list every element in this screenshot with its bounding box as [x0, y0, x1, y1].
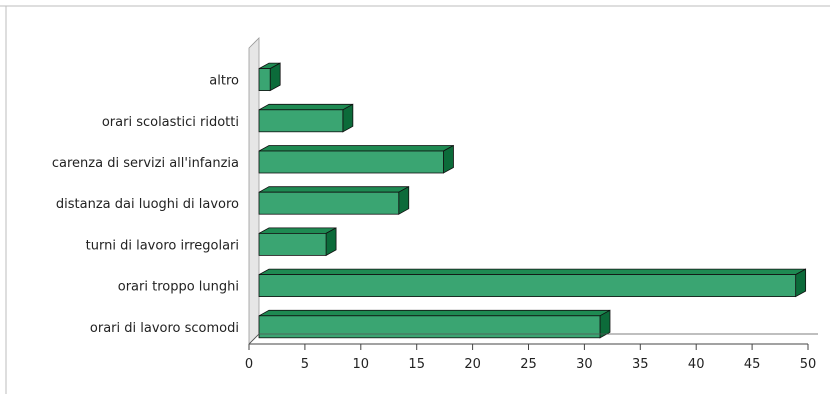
bar — [258, 227, 337, 257]
axis-corner-line — [248, 333, 260, 345]
category-label: altro — [209, 74, 239, 89]
bar-top-face — [258, 186, 409, 193]
category-label: orari troppo lunghi — [118, 280, 239, 295]
category-label: turni di lavoro irregolari — [86, 238, 239, 253]
bar-front-face — [258, 68, 271, 91]
bar-front-face — [258, 315, 601, 339]
bar-front-face — [258, 191, 400, 215]
x-tick-label: 40 — [688, 357, 705, 372]
x-tick-label: 0 — [245, 357, 253, 372]
x-tick-label: 15 — [408, 357, 425, 372]
bar — [258, 144, 454, 174]
category-label: orari di lavoro scomodi — [90, 321, 239, 336]
bar-front-face — [258, 274, 797, 298]
back-wall — [248, 37, 260, 345]
x-tick-label: 20 — [464, 357, 481, 372]
x-tick-label: 25 — [520, 357, 537, 372]
bar — [258, 268, 807, 298]
x-tick-label: 5 — [301, 357, 309, 372]
bar-front-face — [258, 150, 444, 174]
bar-front-face — [258, 109, 344, 133]
category-label: carenza di servizi all'infanzia — [52, 156, 239, 171]
x-tick-label: 10 — [353, 357, 370, 372]
x-tick-label: 30 — [576, 357, 593, 372]
category-label: distanza dai luoghi di lavoro — [56, 197, 239, 212]
bar-front-face — [258, 232, 327, 256]
bar-top-face — [258, 268, 806, 276]
x-tick-label: 35 — [632, 357, 649, 372]
x-tick-label: 45 — [744, 357, 761, 372]
bar-top-face — [258, 145, 454, 152]
x-tick-label: 50 — [800, 357, 817, 372]
bar-top-face — [258, 227, 337, 234]
category-label: orari scolastici ridotti — [102, 115, 239, 130]
bar — [258, 103, 354, 133]
bar-top-face — [258, 309, 611, 317]
bar — [258, 186, 410, 215]
bar-top-face — [258, 103, 354, 111]
bar — [258, 309, 611, 339]
bar — [258, 62, 281, 92]
